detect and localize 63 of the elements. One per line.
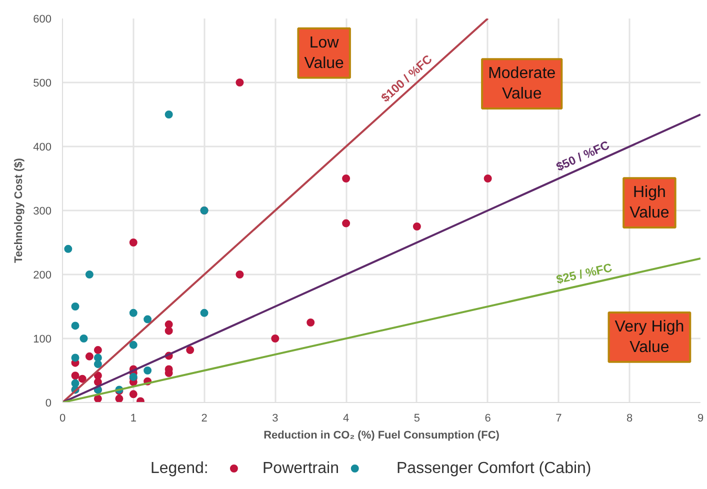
point: [71, 302, 80, 310]
x-tick-label: 9: [697, 412, 704, 424]
point: [64, 244, 72, 253]
point: [129, 238, 138, 246]
point: [164, 320, 173, 328]
x-tick-label: 0: [59, 412, 66, 424]
point: [200, 308, 208, 317]
point: [412, 222, 421, 230]
annotation: Very High Value: [614, 318, 684, 356]
point: [80, 334, 88, 342]
y-tick-label: 200: [33, 270, 52, 282]
point: [94, 354, 102, 362]
point: [186, 346, 194, 354]
point: [144, 366, 152, 374]
legend-label: Passenger Comfort (Cabin): [396, 460, 592, 477]
point: [94, 394, 102, 402]
point: [71, 372, 80, 380]
point: [71, 354, 80, 362]
text: $25 / %FC: [554, 260, 614, 287]
annotation: Moderate Value: [488, 65, 556, 102]
text: $50 / %FC: [554, 138, 612, 174]
point: [85, 352, 94, 360]
point: [94, 346, 102, 354]
point: [484, 174, 492, 182]
y-tick-label: 400: [33, 142, 52, 154]
point: [94, 378, 102, 386]
x-tick-label: 1: [130, 412, 136, 424]
x-tick-label: 6: [484, 412, 491, 424]
x-tick-label: 2: [201, 412, 208, 424]
point: [342, 219, 350, 228]
point: [342, 174, 350, 182]
y-tick-label: 0: [45, 398, 52, 410]
legend-label: Powertrain: [262, 460, 339, 477]
point: [129, 390, 138, 398]
x-axis-title: Reduction in CO₂ (%) Fuel Consumption (FC): [264, 430, 500, 442]
point: [271, 334, 280, 342]
y-tick-label: 500: [33, 78, 52, 90]
point: [94, 360, 102, 368]
annotation: High Value: [630, 184, 670, 222]
point: [236, 270, 244, 278]
point: [115, 394, 124, 402]
point: [164, 110, 173, 118]
x-tick-label: 4: [342, 412, 350, 424]
x-tick-label: 7: [556, 412, 562, 424]
point: [129, 340, 138, 349]
point: [71, 322, 80, 330]
point: [164, 326, 173, 335]
x-tick-label: 5: [414, 412, 420, 424]
y-tick-label: 300: [33, 206, 52, 218]
point: [85, 270, 94, 278]
legend-title: Legend:: [150, 460, 208, 477]
x-tick-label: 8: [626, 412, 633, 424]
point: [144, 315, 152, 324]
point: [71, 379, 80, 388]
point: [236, 78, 244, 86]
y-axis-title: Technology Cost ($): [13, 158, 26, 263]
y-tick-label: 100: [33, 334, 52, 346]
annotation: Low Value: [304, 34, 344, 72]
point: [78, 374, 86, 383]
x-tick-label: 3: [272, 412, 278, 424]
point: [129, 308, 138, 317]
point: [306, 318, 315, 326]
y-tick-label: 600: [33, 14, 52, 26]
